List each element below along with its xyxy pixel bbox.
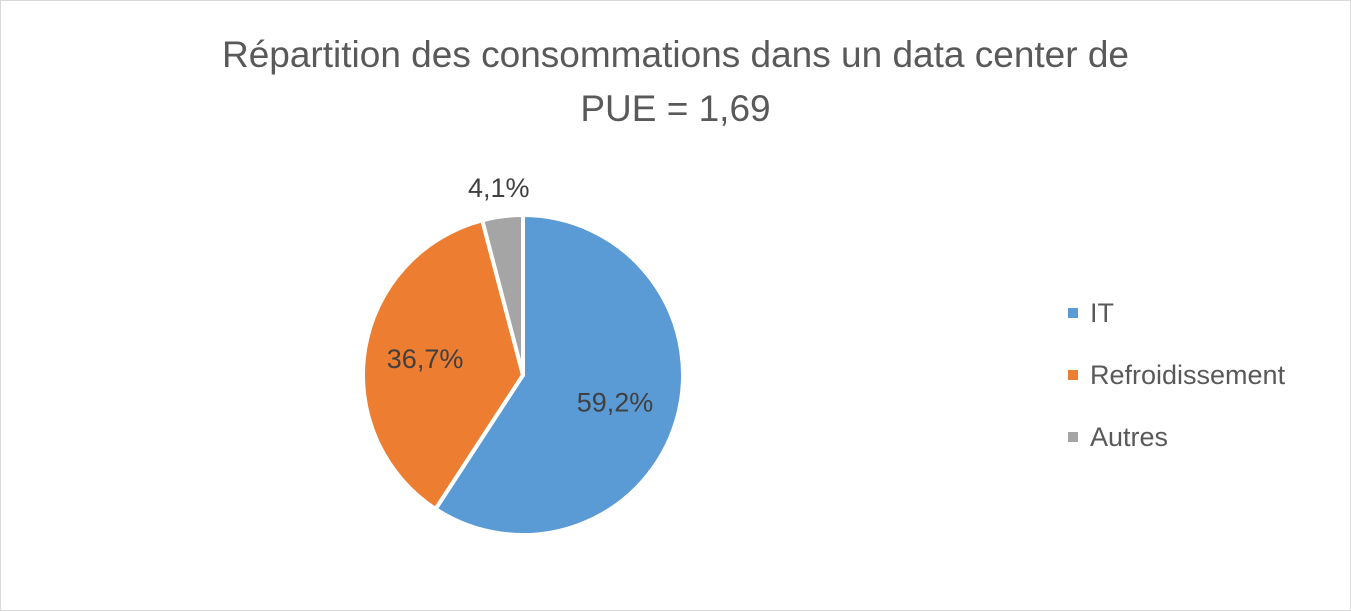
legend-label-it: IT — [1090, 298, 1114, 328]
pie-slices — [361, 213, 685, 537]
data-label-refroidissement: 36,7% — [387, 344, 464, 374]
data-label-it: 59,2% — [577, 387, 654, 417]
pie-slice-refroidissement — [361, 218, 525, 512]
legend-label-autres: Autres — [1090, 422, 1169, 452]
chart-title: Répartition des consommations dans un da… — [0, 28, 1351, 136]
data-label-autres: 4,1% — [468, 173, 530, 203]
pie-slice-autres — [480, 213, 525, 377]
pie-data-labels: 59,2% 36,7% 4,1% — [387, 173, 654, 418]
legend-swatch-it — [1068, 308, 1078, 318]
legend-swatch-refroidissement — [1068, 370, 1078, 380]
chart-title-line-1: Répartition des consommations dans un da… — [221, 34, 1130, 75]
chart-title-line-2: PUE = 1,69 — [580, 88, 771, 129]
pie-slice-it — [433, 213, 685, 537]
legend-label-refroidissement: Refroidissement — [1090, 360, 1286, 390]
legend-swatch-autres — [1068, 432, 1078, 442]
